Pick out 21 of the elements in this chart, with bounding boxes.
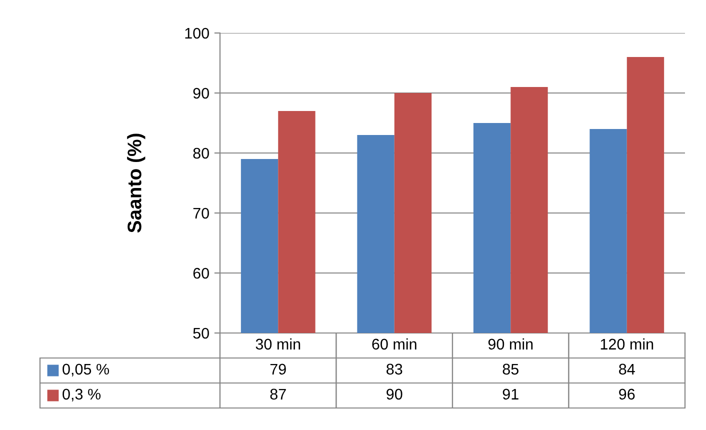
- y-tick-label: 80: [193, 148, 209, 159]
- data-label: 96: [619, 388, 635, 400]
- y-tick-label: 60: [193, 268, 209, 279]
- data-label: 87: [270, 388, 286, 400]
- legend-label: 0,3 %: [62, 388, 101, 402]
- data-label: 79: [270, 364, 286, 375]
- x-tick-label: 60 min: [372, 338, 416, 350]
- y-tick-label: 50: [193, 328, 209, 339]
- x-tick-label: 90 min: [488, 338, 533, 350]
- x-tick-label: 30 min: [256, 338, 300, 350]
- x-tick-label: 120 min: [600, 338, 654, 350]
- y-tick-label: 90: [193, 88, 209, 99]
- y-tick-label: 100: [185, 28, 209, 39]
- y-axis-title: Saanto (%): [127, 134, 146, 233]
- data-label: 90: [386, 388, 402, 400]
- y-tick-label: 70: [193, 208, 209, 219]
- legend-label: 0,05 %: [62, 364, 110, 376]
- data-label: 83: [386, 364, 402, 375]
- data-label: 84: [619, 364, 635, 375]
- data-label: 91: [502, 388, 518, 400]
- data-label: 85: [502, 364, 518, 375]
